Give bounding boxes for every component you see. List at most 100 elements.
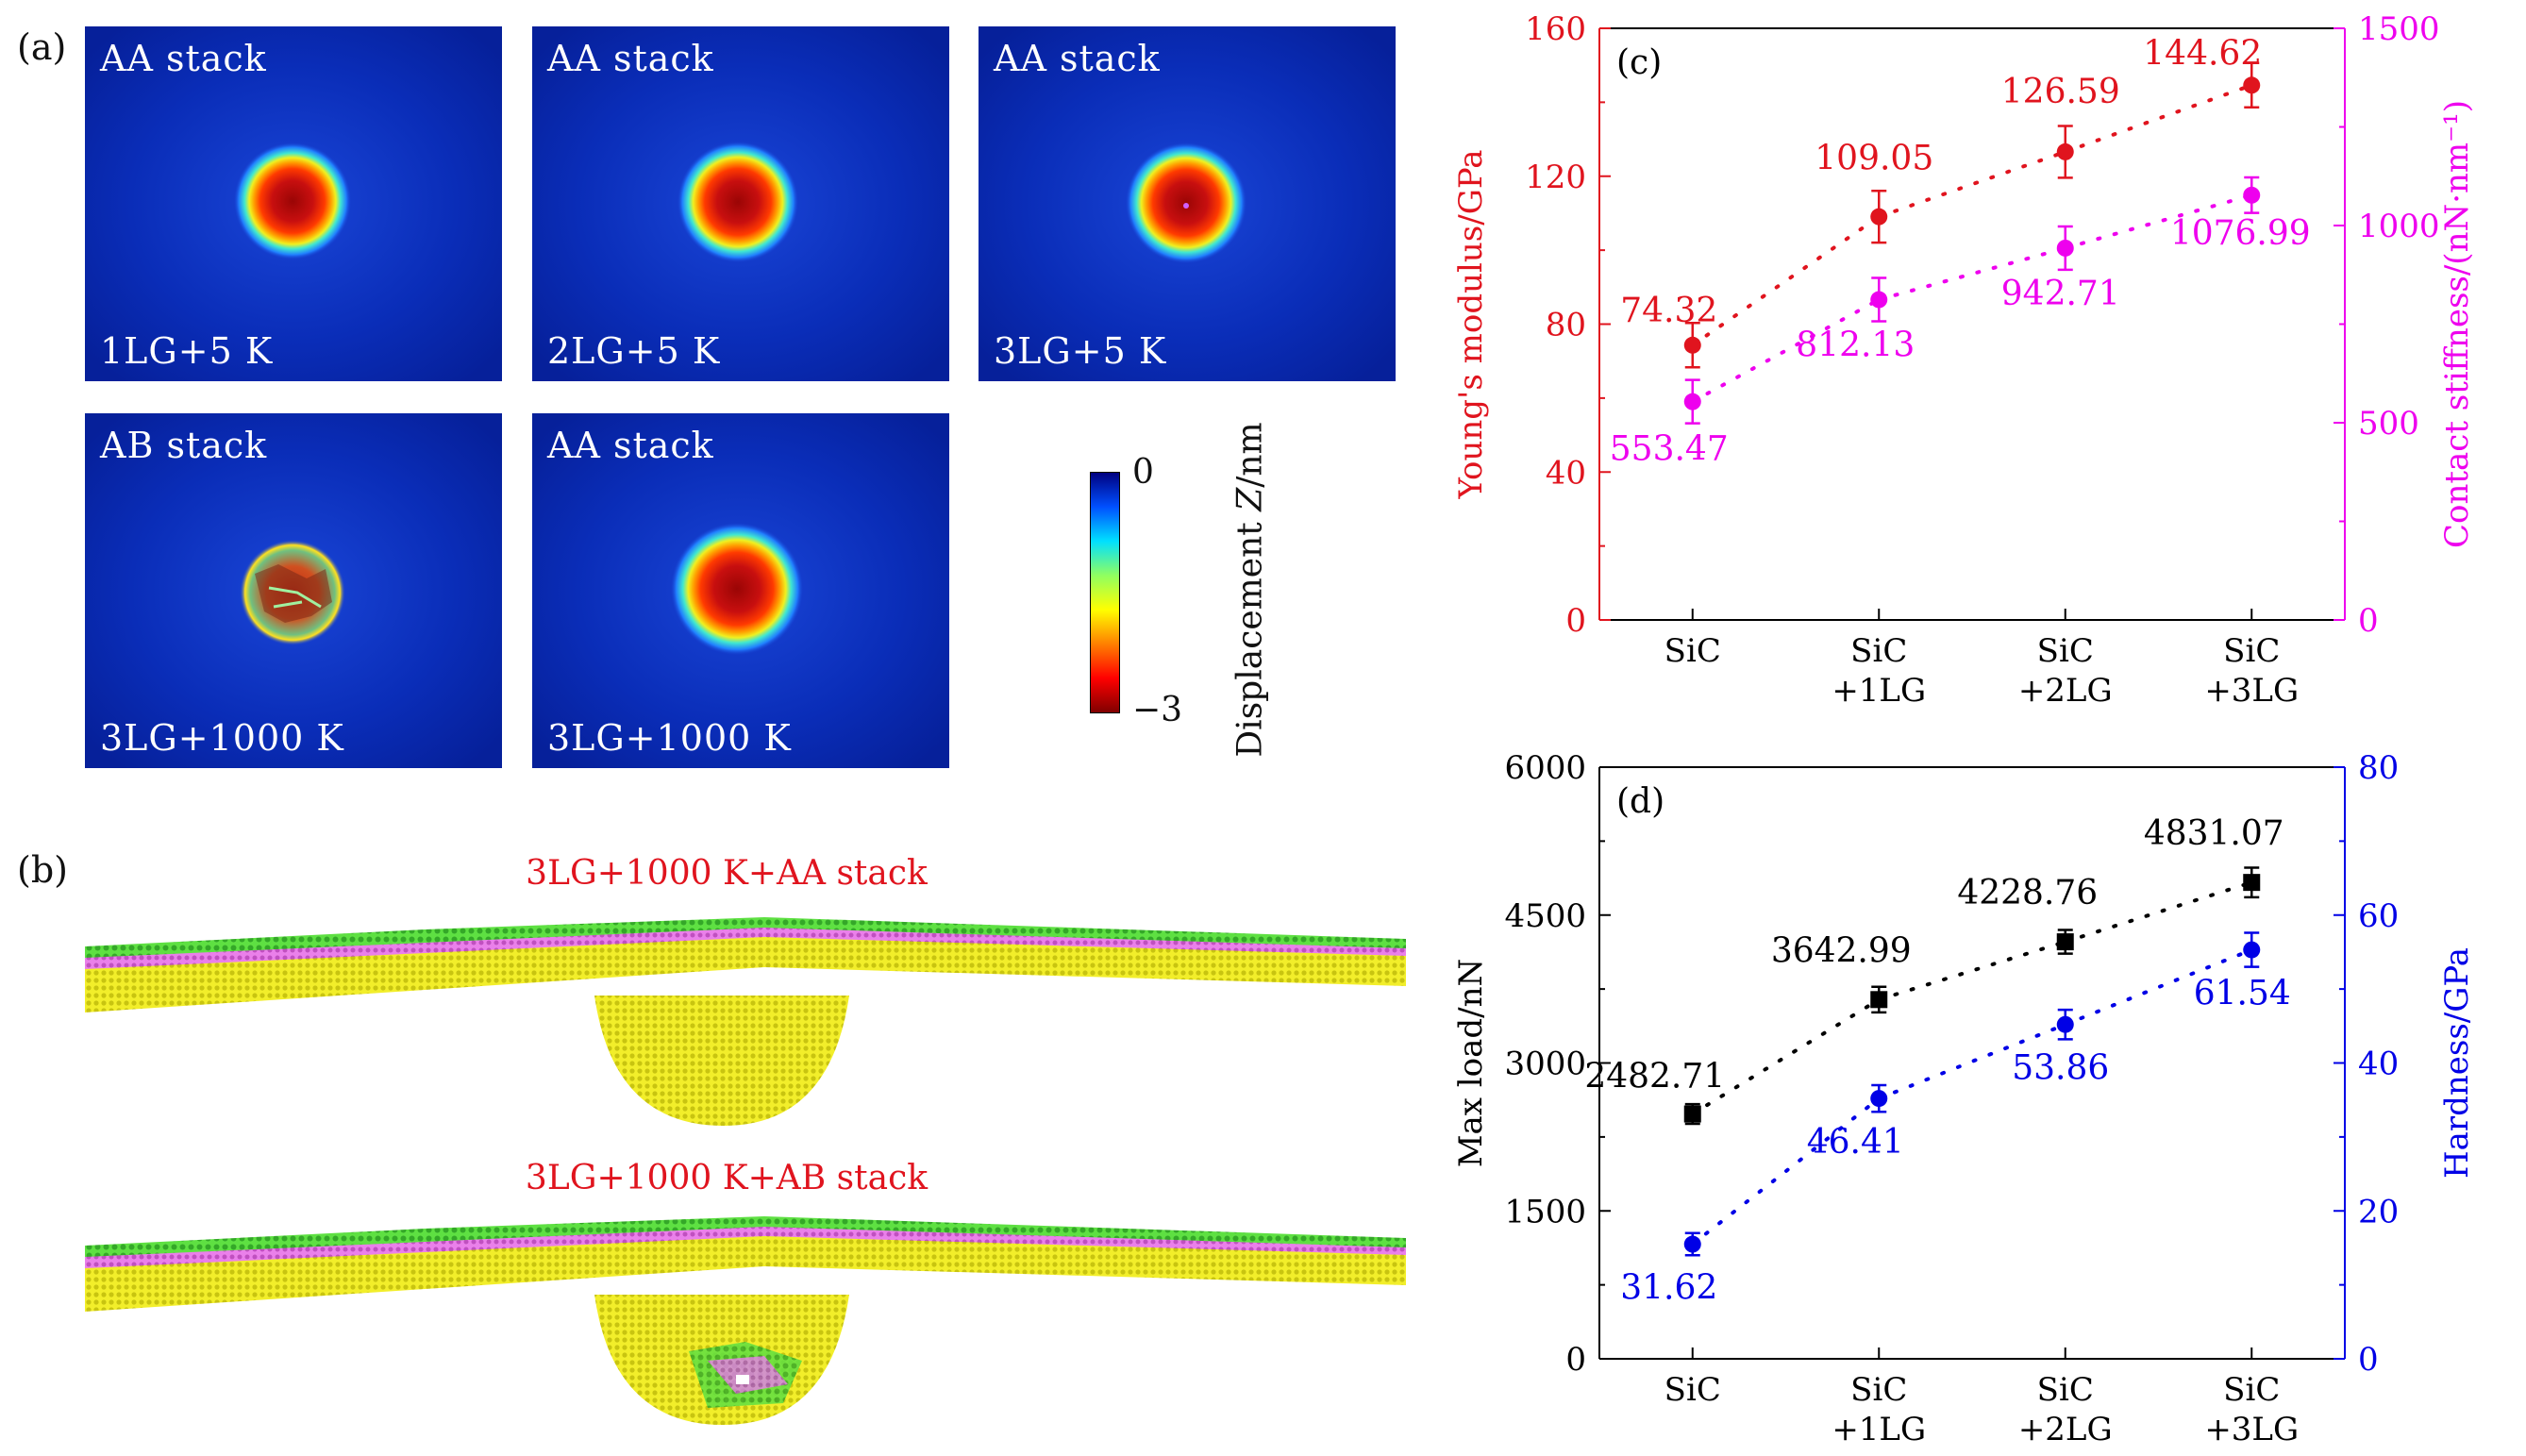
trend-line — [1877, 1022, 2067, 1101]
map-condition-label: 3LG+1000 K — [547, 717, 792, 759]
y-tick-label-left: 4500 — [1504, 897, 1586, 935]
data-point — [2243, 76, 2261, 94]
data-point — [1683, 1235, 1701, 1253]
colorbar-min-label: −3 — [1132, 691, 1183, 729]
indent-spot-damaged — [85, 413, 502, 768]
data-label: 126.59 — [2001, 73, 2120, 111]
y-tick-label-left: 0 — [1565, 1341, 1586, 1379]
panel-label-a: (a) — [17, 26, 67, 68]
data-label: 1076.99 — [2170, 214, 2311, 253]
data-point — [2056, 933, 2074, 951]
trend-line — [1877, 940, 2067, 1002]
md-snapshot-ab — [85, 1216, 1406, 1426]
colorbar-max-label: 0 — [1132, 453, 1154, 492]
data-point — [2056, 239, 2074, 257]
map-stack-label: AA stack — [994, 38, 1161, 79]
indent-spot — [532, 413, 949, 768]
displacement-map-1lg-5k: AA stack 1LG+5 K — [85, 26, 502, 381]
colorbar — [1090, 472, 1120, 713]
panel-label-b: (b) — [17, 849, 68, 891]
y-axis-title-right: Contact stiffness/(nN·nm⁻¹) — [2438, 100, 2476, 548]
y-tick-label-left: 1500 — [1504, 1193, 1586, 1230]
y-tick-label-right: 20 — [2358, 1193, 2399, 1230]
data-point — [2056, 1015, 2074, 1033]
trend-line — [2063, 83, 2254, 154]
y-tick-label-right: 40 — [2358, 1046, 2399, 1083]
map-condition-label: 2LG+5 K — [547, 330, 721, 372]
map-condition-label: 1LG+5 K — [100, 330, 274, 372]
x-tick-label: +3LG — [2204, 672, 2299, 710]
y-axis-title-left: Young's modulus/GPa — [1453, 150, 1490, 500]
data-label: 4228.76 — [1957, 874, 2098, 912]
y-tick-label-right: 0 — [2358, 1341, 2379, 1379]
data-point — [1870, 208, 1888, 226]
y-tick-label-left: 160 — [1525, 10, 1586, 48]
y-axis-title-right: Hardness/GPa — [2438, 947, 2476, 1179]
y-tick-label-left: 3000 — [1504, 1046, 1586, 1083]
trend-line — [1690, 214, 1882, 347]
defect-cluster — [689, 1342, 802, 1408]
data-label: 812.13 — [1796, 326, 1915, 365]
map-condition-label: 3LG+5 K — [994, 330, 1167, 372]
map-stack-label: AB stack — [100, 425, 268, 466]
trend-line — [2063, 192, 2254, 250]
x-tick-label: SiC — [1850, 1371, 1907, 1409]
x-tick-label: SiC — [2037, 632, 2094, 670]
data-label: 61.54 — [2194, 975, 2291, 1013]
trend-line — [1690, 997, 1882, 1116]
data-point — [2243, 186, 2261, 204]
trend-line — [1877, 149, 2067, 219]
y-tick-label-left: 0 — [1565, 602, 1586, 640]
data-point — [2056, 142, 2074, 160]
data-point — [2243, 874, 2261, 892]
data-label: 46.41 — [1807, 1123, 1904, 1162]
x-tick-label: SiC — [2037, 1371, 2094, 1409]
data-point — [1683, 336, 1701, 354]
trend-line — [1877, 245, 2067, 302]
x-tick-label: SiC — [2223, 1371, 2280, 1409]
md-title-ab: 3LG+1000 K+AB stack — [525, 1159, 928, 1197]
y-tick-label-right: 1500 — [2358, 10, 2440, 48]
x-tick-label: +2LG — [2018, 672, 2113, 710]
trend-line — [2063, 947, 2254, 1027]
data-point — [1683, 393, 1701, 410]
x-tick-label: +3LG — [2204, 1411, 2299, 1448]
y-tick-label-left: 120 — [1525, 159, 1586, 196]
x-tick-label: SiC — [1850, 632, 1907, 670]
data-point — [1870, 291, 1888, 309]
displacement-map-ab-3lg-1000k: AB stack 3LG+1000 K — [85, 413, 502, 768]
indent-spot — [979, 26, 1396, 381]
indent-spot — [85, 26, 502, 381]
map-stack-label: AA stack — [547, 38, 714, 79]
displacement-map-aa-3lg-1000k: AA stack 3LG+1000 K — [532, 413, 949, 768]
data-point — [1870, 991, 1888, 1009]
y-tick-label-right: 80 — [2358, 749, 2399, 787]
md-title-aa: 3LG+1000 K+AA stack — [526, 854, 928, 893]
y-tick-label-right: 1000 — [2358, 208, 2440, 245]
colorbar-title: Displacement Z/nm — [1230, 422, 1270, 758]
x-tick-label: SiC — [2223, 632, 2280, 670]
map-condition-label: 3LG+1000 K — [100, 717, 344, 759]
x-tick-label: +2LG — [2018, 1411, 2113, 1448]
y-tick-label-right: 0 — [2358, 602, 2379, 640]
y-tick-label-right: 500 — [2358, 405, 2419, 443]
indent-spot — [532, 26, 949, 381]
displacement-map-2lg-5k: AA stack 2LG+5 K — [532, 26, 949, 381]
y-tick-label-left: 6000 — [1504, 749, 1586, 787]
panel-label: (c) — [1616, 43, 1662, 82]
y-tick-label-right: 60 — [2358, 897, 2399, 935]
x-tick-label: +1LG — [1832, 672, 1926, 710]
x-tick-label: +1LG — [1832, 1411, 1926, 1448]
trend-line — [1690, 297, 1882, 404]
data-label: 4831.07 — [2144, 814, 2284, 853]
data-label: 3642.99 — [1771, 931, 1912, 970]
y-tick-label-left: 40 — [1546, 454, 1586, 492]
y-axis-title-left: Max load/nN — [1453, 959, 1490, 1168]
displacement-map-3lg-5k: AA stack 3LG+5 K — [979, 26, 1396, 381]
data-label: 144.62 — [2143, 34, 2262, 73]
data-label: 553.47 — [1610, 430, 1729, 469]
data-label: 31.62 — [1620, 1269, 1717, 1308]
y-tick-label-left: 80 — [1546, 307, 1586, 344]
